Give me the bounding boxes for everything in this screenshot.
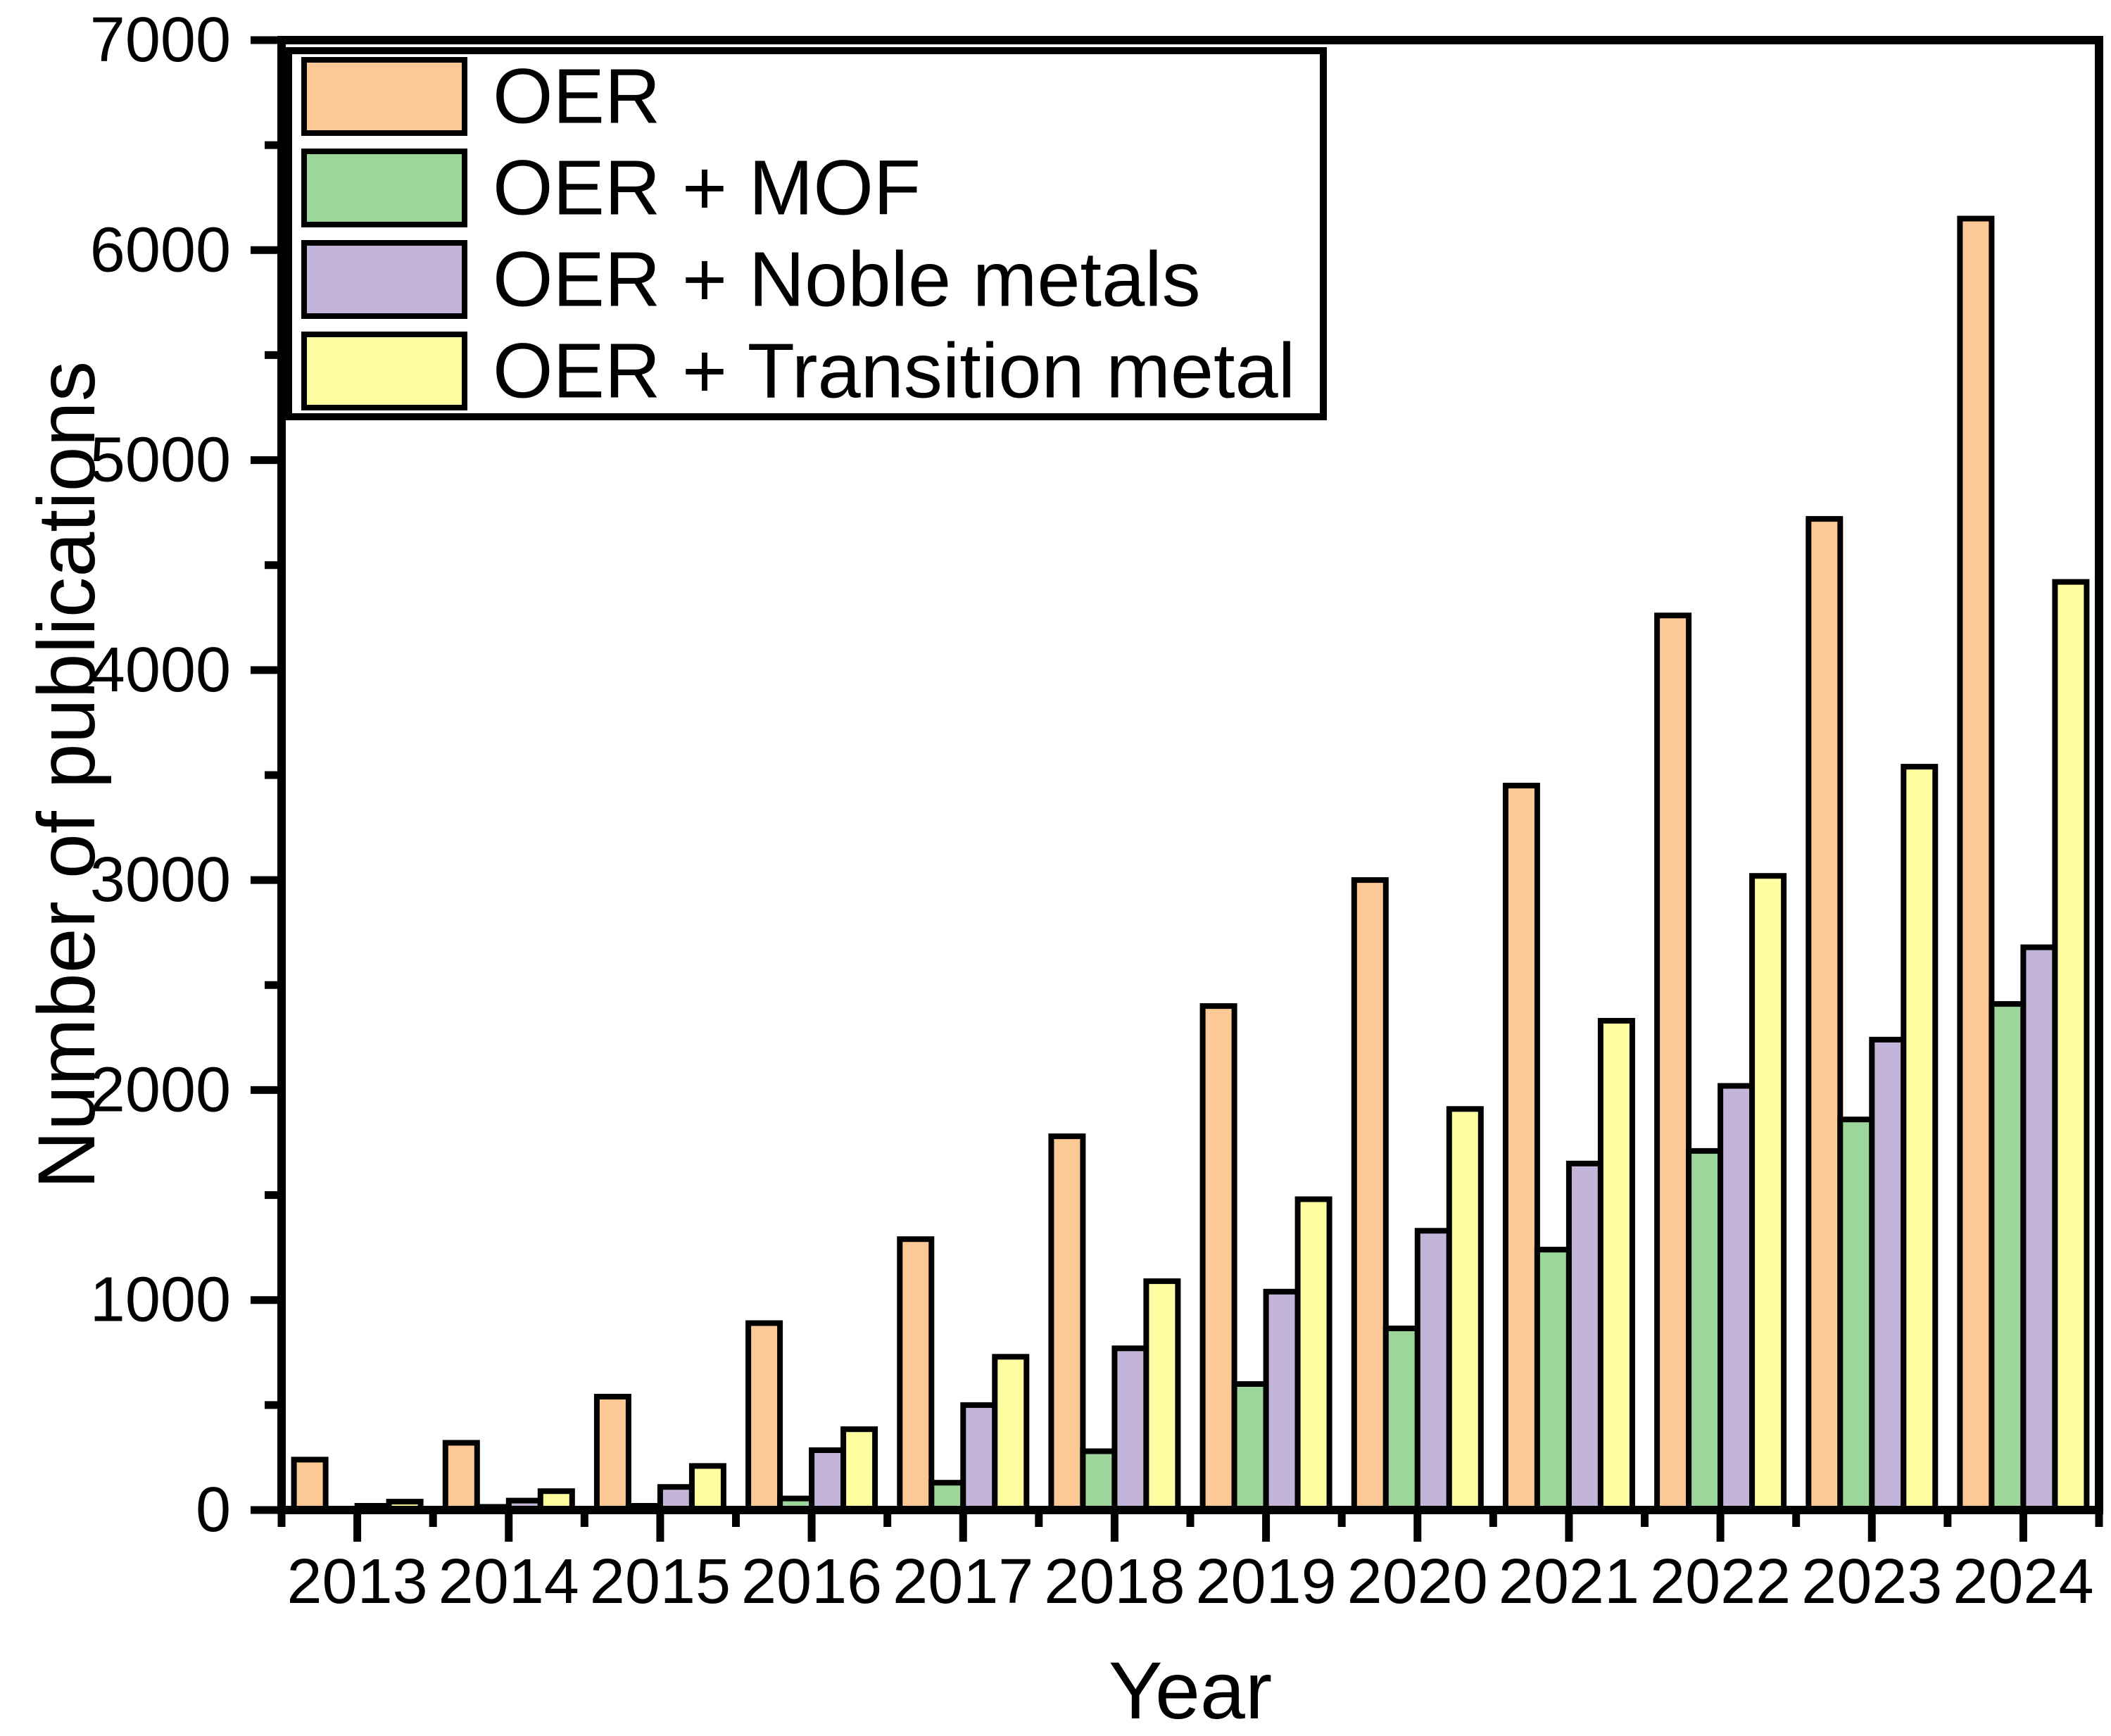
legend-label-oer-noble-metals: OER + Noble metals bbox=[493, 237, 1201, 323]
x-tick-label-2023: 2023 bbox=[1801, 1547, 1942, 1617]
x-tick-label-2019: 2019 bbox=[1195, 1547, 1336, 1617]
bar-2016-oer bbox=[745, 1320, 783, 1513]
bar-2022-oer-mof bbox=[1686, 1147, 1724, 1514]
legend-label-oer: OER bbox=[493, 54, 660, 140]
bar-2013-oer bbox=[291, 1457, 329, 1513]
bar-2017-oer-transition-metal bbox=[992, 1354, 1030, 1514]
x-tick-label-2021: 2021 bbox=[1499, 1547, 1639, 1617]
bar-2014-oer bbox=[442, 1440, 480, 1513]
bar-2017-oer bbox=[897, 1236, 935, 1513]
y-tick-label-5000: 5000 bbox=[90, 425, 231, 496]
bar-2019-oer-noble-metals bbox=[1263, 1288, 1301, 1514]
bar-2021-oer-mof bbox=[1534, 1247, 1572, 1513]
y-axis-title: Number of publications bbox=[22, 361, 112, 1189]
bar-2016-oer-transition-metal bbox=[840, 1426, 878, 1513]
x-tick-label-2013: 2013 bbox=[286, 1547, 427, 1617]
bar-2022-oer-transition-metal bbox=[1749, 873, 1787, 1513]
bar-2024-oer-mof bbox=[1989, 1001, 2027, 1513]
x-tick-label-2018: 2018 bbox=[1044, 1547, 1185, 1617]
bar-2021-oer-transition-metal bbox=[1597, 1018, 1635, 1513]
x-tick-label-2014: 2014 bbox=[439, 1547, 579, 1617]
ticks-layer bbox=[251, 36, 2103, 1542]
y-tick-label-3000: 3000 bbox=[90, 845, 231, 915]
legend-swatch-oer-mof bbox=[301, 149, 467, 227]
x-axis-title: Year bbox=[1109, 1646, 1272, 1736]
bar-2023-oer bbox=[1806, 516, 1844, 1513]
bar-2019-oer bbox=[1199, 1003, 1237, 1513]
y-tick-label-7000: 7000 bbox=[90, 5, 231, 75]
bar-2018-oer bbox=[1048, 1133, 1086, 1513]
legend-swatch-oer-noble-metals bbox=[301, 240, 467, 319]
y-tick-label-4000: 4000 bbox=[90, 635, 231, 705]
x-tick-label-2020: 2020 bbox=[1347, 1547, 1488, 1617]
bar-2024-oer-noble-metals bbox=[2020, 944, 2058, 1513]
bar-2018-oer-noble-metals bbox=[1111, 1345, 1149, 1514]
bar-2020-oer-mof bbox=[1382, 1326, 1420, 1513]
legend-swatch-oer bbox=[301, 57, 467, 136]
bar-2020-oer bbox=[1351, 877, 1389, 1513]
y-tick-label-0: 0 bbox=[196, 1475, 231, 1545]
y-tick-label-1000: 1000 bbox=[90, 1265, 231, 1335]
x-tick-label-2017: 2017 bbox=[893, 1547, 1033, 1617]
bar-2021-oer bbox=[1502, 782, 1540, 1513]
legend-label-oer-transition-metal: OER + Transition metal bbox=[493, 328, 1295, 415]
x-tick-label-2024: 2024 bbox=[1953, 1547, 2093, 1617]
bar-2019-oer-mof bbox=[1231, 1381, 1269, 1513]
bar-2020-oer-noble-metals bbox=[1414, 1228, 1452, 1514]
bar-2022-oer bbox=[1654, 612, 1692, 1513]
bar-2024-oer-transition-metal bbox=[2052, 579, 2090, 1513]
y-tick-label-6000: 6000 bbox=[90, 215, 231, 285]
bar-2020-oer-transition-metal bbox=[1446, 1106, 1484, 1514]
y-tick-label-2000: 2000 bbox=[90, 1055, 231, 1125]
bar-2018-oer-transition-metal bbox=[1143, 1278, 1181, 1514]
bar-2017-oer-noble-metals bbox=[960, 1402, 998, 1514]
bar-2015-oer-transition-metal bbox=[688, 1463, 726, 1513]
bar-2024-oer bbox=[1957, 215, 1995, 1513]
bar-2023-oer-mof bbox=[1837, 1117, 1875, 1513]
bar-2022-oer-noble-metals bbox=[1718, 1083, 1756, 1513]
bar-2023-oer-transition-metal bbox=[1901, 764, 1939, 1513]
bar-2018-oer-mof bbox=[1080, 1448, 1118, 1513]
x-tick-label-2016: 2016 bbox=[741, 1547, 882, 1617]
bar-2019-oer-transition-metal bbox=[1294, 1196, 1332, 1513]
legend-swatch-oer-transition-metal bbox=[301, 332, 467, 410]
x-tick-label-2015: 2015 bbox=[590, 1547, 731, 1617]
bar-2016-oer-noble-metals bbox=[809, 1447, 847, 1513]
bar-2023-oer-noble-metals bbox=[1869, 1036, 1907, 1514]
bar-2021-oer-noble-metals bbox=[1565, 1160, 1603, 1514]
bar-2015-oer bbox=[593, 1393, 631, 1514]
x-tick-label-2022: 2022 bbox=[1650, 1547, 1791, 1617]
legend-label-oer-mof: OER + MOF bbox=[493, 145, 921, 232]
